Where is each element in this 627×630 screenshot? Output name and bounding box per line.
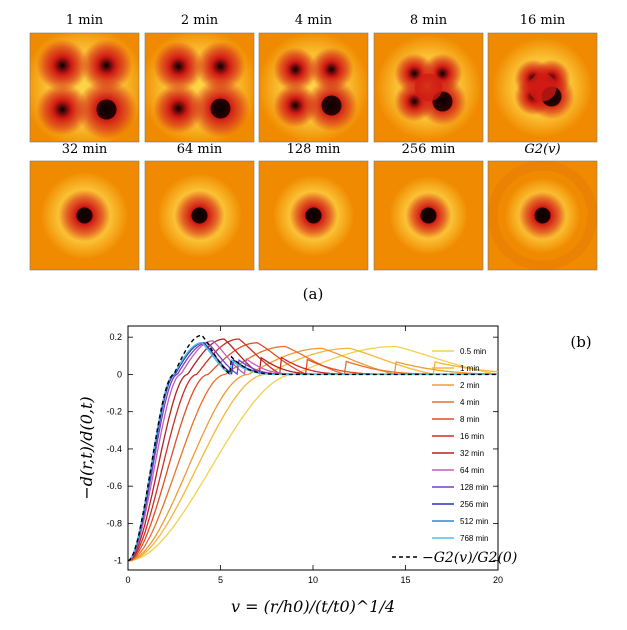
legend-label: 32 min — [460, 449, 484, 458]
tile-title: G2(v) — [524, 142, 560, 157]
legend-label-reference: −G2(v)/G2(0) — [422, 550, 517, 566]
tile-title: 1 min — [66, 13, 104, 28]
x-axis-label: v = (r/h0)/(t/t0)^1/4 — [231, 597, 395, 616]
heatmap-tile — [258, 32, 369, 143]
legend: 0.5 min 1 min 2 min 4 min 8 min 16 min 32 min 6… — [392, 347, 517, 566]
legend-label: 512 min — [460, 517, 488, 526]
panel-b: 0 5 10 15 20 0.2 0 -0.2 -0.4 -0.6 -0.8 -1 v = (r/h0)… — [77, 325, 517, 616]
series-lines — [128, 334, 498, 562]
tile-title: 64 min — [177, 142, 223, 157]
heatmap-tile — [487, 32, 598, 143]
y-tick-label: 0 — [117, 369, 122, 379]
y-tick-label: -0.8 — [106, 518, 122, 528]
legend-label: 4 min — [460, 398, 480, 407]
legend-label: 768 min — [460, 534, 488, 543]
tile-title: 256 min — [402, 142, 456, 157]
panel-a: 1 min 2 min 4 min 8 min 16 min 32 min 64 min 12… — [29, 13, 598, 271]
x-tick-label: 0 — [125, 575, 130, 585]
y-tick-label: -0.4 — [106, 444, 122, 454]
y-tick-label: -0.2 — [106, 407, 122, 417]
series-line — [128, 342, 498, 562]
legend-label: 128 min — [460, 483, 488, 492]
reference-line — [128, 334, 498, 562]
heatmap-tile — [144, 160, 255, 271]
series-line — [128, 342, 498, 562]
tile-title: 2 min — [181, 13, 219, 28]
y-axis-label: −d(r,t)/d(0,t) — [77, 396, 96, 499]
heatmap-tile — [29, 160, 140, 271]
series-line — [128, 345, 498, 562]
legend-label: 2 min — [460, 381, 480, 390]
y-tick-label: -1 — [114, 556, 122, 566]
legend-label: 8 min — [460, 415, 480, 424]
x-tick-label: 5 — [218, 575, 223, 585]
x-tick-label: 10 — [308, 575, 318, 585]
heatmap-tile — [373, 32, 484, 143]
legend-label: 1 min — [460, 364, 480, 373]
legend-label: 64 min — [460, 466, 484, 475]
tile-title: 128 min — [287, 142, 341, 157]
series-line — [128, 342, 498, 562]
heatmap-tile — [144, 32, 255, 143]
heatmap-tile — [29, 32, 140, 143]
series-line — [128, 342, 498, 562]
tile-title: 16 min — [520, 13, 566, 28]
legend-label: 256 min — [460, 500, 488, 509]
tile-title: 4 min — [295, 13, 333, 28]
heatmap-tile — [373, 160, 484, 271]
x-tick-label: 20 — [493, 575, 503, 585]
series-line — [128, 342, 498, 562]
panel-b-label: (b) — [570, 333, 591, 351]
x-tick-label: 15 — [400, 575, 410, 585]
heatmap-tile — [487, 160, 598, 271]
y-tick-label: 0.2 — [109, 332, 122, 342]
tile-title: 32 min — [62, 142, 108, 157]
legend-label: 16 min — [460, 432, 484, 441]
panel-a-label: (a) — [303, 285, 324, 303]
tile-title: 8 min — [410, 13, 448, 28]
heatmap-tile — [258, 160, 369, 271]
legend-label: 0.5 min — [460, 347, 486, 356]
series-line — [128, 347, 498, 562]
series-line — [128, 347, 498, 562]
y-tick-label: -0.6 — [106, 481, 122, 491]
